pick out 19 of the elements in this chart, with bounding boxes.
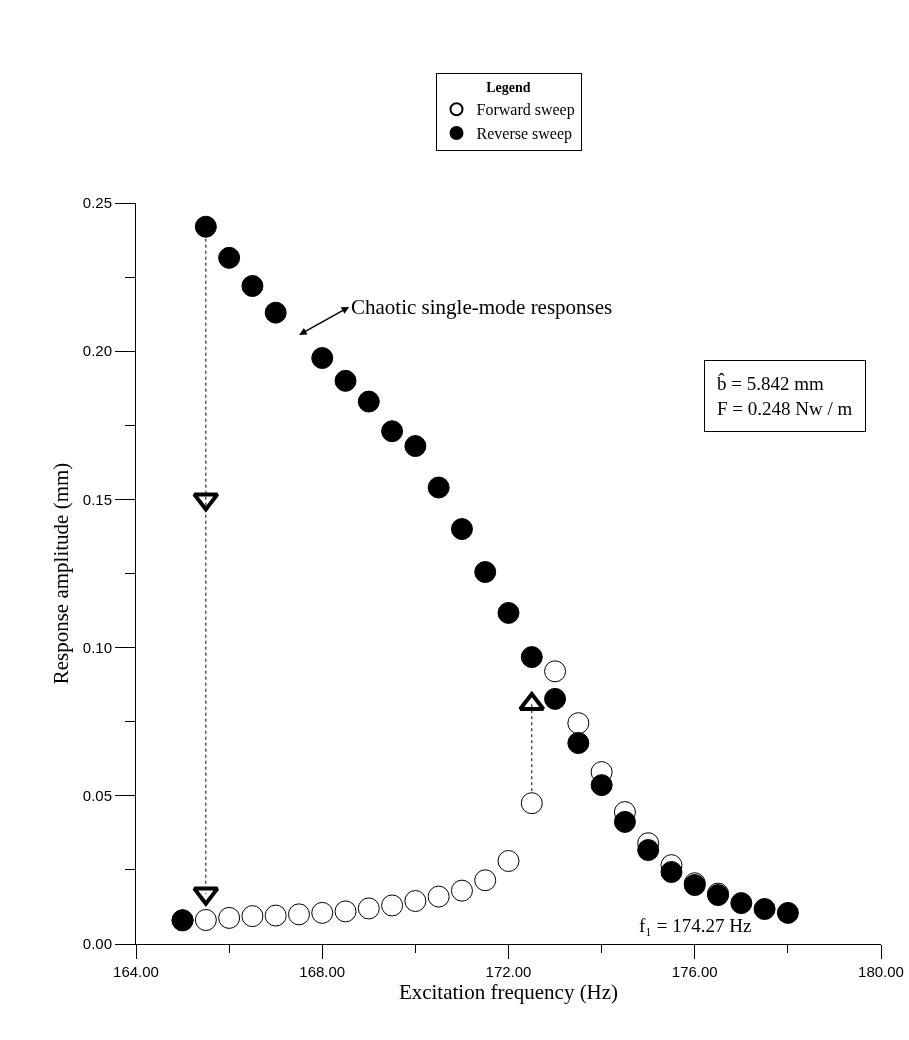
x-tick-label: 172.00 bbox=[485, 963, 532, 980]
x-axis-title: Excitation frequency (Hz) bbox=[398, 980, 619, 1004]
y-axis-title: Response amplitude (mm) bbox=[48, 462, 73, 685]
legend-label: Forward sweep bbox=[476, 101, 575, 120]
legend-title: Legend bbox=[486, 80, 531, 96]
annotation: b̂ = 5.842 mm F = 0.248 Nw / m bbox=[717, 373, 853, 420]
y-tick-label: 0.20 bbox=[82, 342, 112, 360]
y-tick-label: 0.15 bbox=[82, 490, 112, 508]
y-tick-label: 0.10 bbox=[82, 638, 112, 656]
annotation: f₁ = 174.27 Hz bbox=[639, 915, 752, 936]
annotation: Chaotic single-mode responses bbox=[351, 295, 613, 319]
x-tick-label: 176.00 bbox=[671, 963, 718, 980]
x-tick-label: 180.00 bbox=[858, 963, 904, 980]
y-tick-label: 0.05 bbox=[82, 787, 112, 805]
y-tick-label: 0.00 bbox=[82, 935, 112, 953]
y-tick-label: 0.25 bbox=[82, 194, 112, 212]
x-tick-label: 168.00 bbox=[299, 963, 346, 980]
x-tick-label: 164.00 bbox=[113, 963, 159, 980]
legend-label: Reverse sweep bbox=[476, 125, 573, 144]
